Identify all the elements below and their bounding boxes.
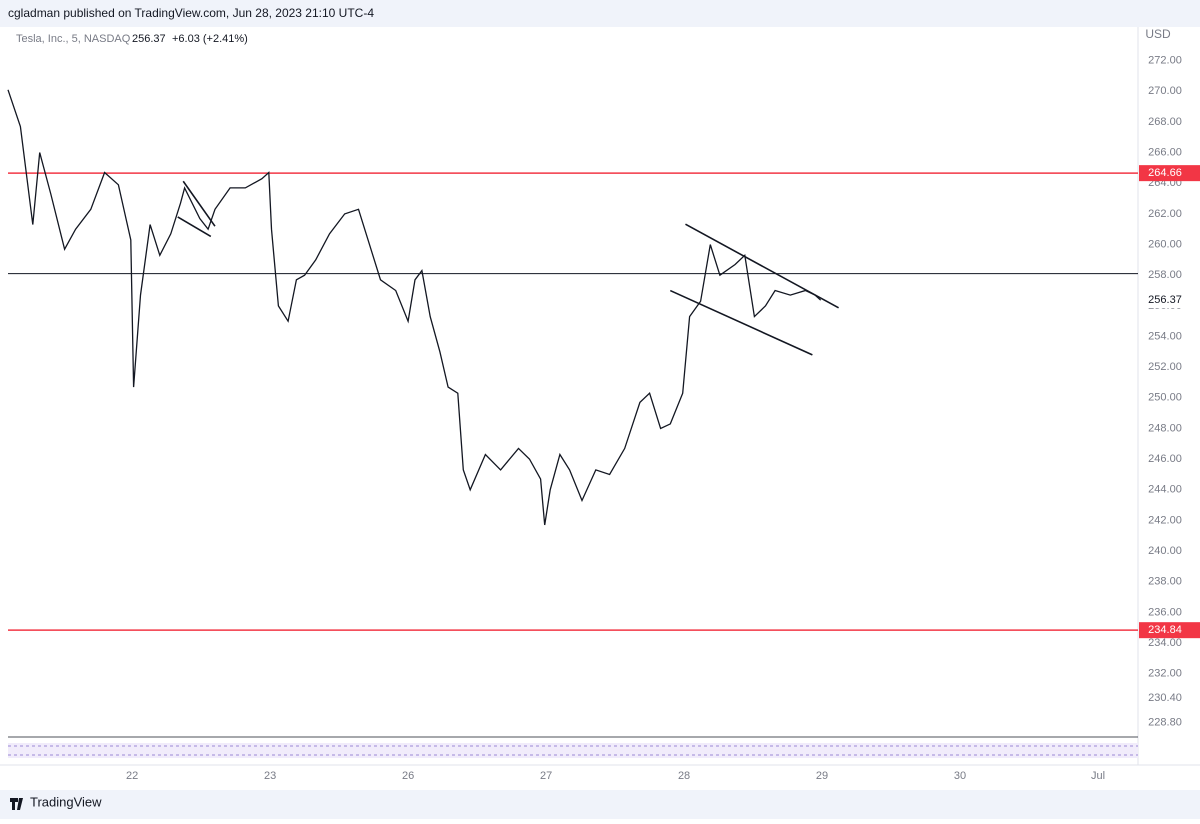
y-tick-label: 238.00 [1148,576,1182,588]
y-tick-label: 258.00 [1148,269,1182,281]
y-tick-label: 240.00 [1148,545,1182,557]
y-tick-label: 252.00 [1148,361,1182,373]
trend-line [669,289,813,356]
change: +6.03 (+2.41%) [172,33,248,45]
currency: USD [1145,27,1171,41]
y-tick-label: 248.00 [1148,422,1182,434]
symbol: Tesla, Inc., 5, NASDAQ [16,33,131,45]
trend-line [685,223,839,309]
x-tick-label: 23 [264,770,276,782]
price-tag [1139,622,1200,639]
y-tick-label: 254.00 [1148,330,1182,342]
price-tag-label: 234.84 [1148,624,1182,636]
y-tick-label: 244.00 [1148,484,1182,496]
price-tag [1139,165,1200,182]
last-price-tag [1139,292,1200,309]
x-tick-label: 26 [402,770,414,782]
y-tick-label: 232.00 [1148,668,1182,680]
x-tick-label: Jul [1091,770,1105,782]
trend-line [182,180,216,227]
price-line [7,89,822,526]
y-tick-label: 246.00 [1148,453,1182,465]
y-tick-label: 250.00 [1148,392,1182,404]
price-tag-label: 264.66 [1148,167,1182,179]
x-tick-label: 30 [954,770,966,782]
x-tick-label: 27 [540,770,552,782]
y-tick-label: 236.00 [1148,606,1182,618]
publisher: cgladman published on TradingView.com, J… [8,6,374,20]
y-tick-label: 228.80 [1148,717,1182,729]
footer-brand: TradingView [30,794,102,809]
x-tick-label: 29 [816,770,828,782]
x-tick-label: 28 [678,770,690,782]
y-tick-label: 268.00 [1148,116,1182,128]
y-tick-label: 230.40 [1148,692,1182,704]
trend-line [177,216,212,238]
footer-bar [0,790,1200,819]
price: 256.37 [132,33,166,45]
last-price-label: 256.37 [1148,294,1182,306]
y-tick-label: 242.00 [1148,514,1182,526]
y-tick-label: 266.00 [1148,147,1182,159]
y-tick-label: 272.00 [1148,55,1182,67]
x-tick-label: 22 [126,770,138,782]
y-tick-label: 270.00 [1148,85,1182,97]
y-tick-label: 262.00 [1148,208,1182,220]
publisher-bar [0,0,1200,27]
rsi-pane [8,743,1138,758]
y-tick-label: 260.00 [1148,238,1182,250]
y-tick-label: 234.00 [1148,637,1182,649]
logo [10,798,23,810]
